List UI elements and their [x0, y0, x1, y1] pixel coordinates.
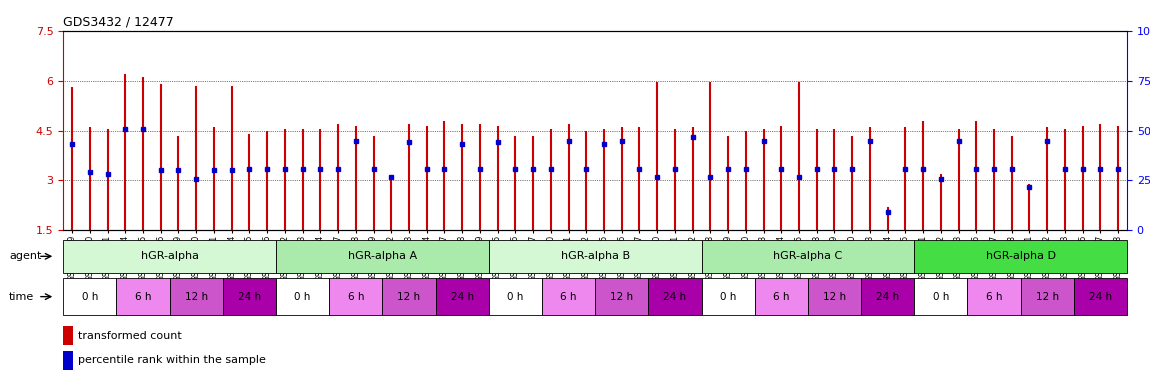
Text: hGR-alpha: hGR-alpha: [140, 251, 199, 262]
Bar: [967, 278, 1021, 315]
Text: 6 h: 6 h: [135, 291, 152, 302]
Text: 0 h: 0 h: [720, 291, 736, 302]
Bar: [63, 240, 276, 273]
Bar: [63, 351, 74, 370]
Bar: [489, 278, 542, 315]
Text: percentile rank within the sample: percentile rank within the sample: [78, 356, 266, 366]
Bar: [861, 278, 914, 315]
Text: 24 h: 24 h: [664, 291, 687, 302]
Text: 12 h: 12 h: [1036, 291, 1059, 302]
Bar: [276, 278, 329, 315]
Bar: [63, 278, 116, 315]
Bar: [596, 278, 649, 315]
Bar: [170, 278, 223, 315]
Bar: [63, 326, 74, 345]
Text: 24 h: 24 h: [238, 291, 261, 302]
Bar: [489, 240, 702, 273]
Text: hGR-alpha A: hGR-alpha A: [347, 251, 417, 262]
Text: agent: agent: [9, 251, 41, 262]
Text: 24 h: 24 h: [451, 291, 474, 302]
Text: 12 h: 12 h: [823, 291, 846, 302]
Bar: [649, 278, 702, 315]
Text: 6 h: 6 h: [773, 291, 790, 302]
Bar: [223, 278, 276, 315]
Text: 0 h: 0 h: [294, 291, 311, 302]
Bar: [914, 278, 967, 315]
Text: GDS3432 / 12477: GDS3432 / 12477: [63, 15, 174, 28]
Bar: [1074, 278, 1127, 315]
Text: 6 h: 6 h: [560, 291, 577, 302]
Text: 24 h: 24 h: [1089, 291, 1112, 302]
Bar: [542, 278, 596, 315]
Bar: [914, 240, 1127, 273]
Text: 12 h: 12 h: [398, 291, 421, 302]
Text: hGR-alpha D: hGR-alpha D: [986, 251, 1056, 262]
Bar: [702, 278, 754, 315]
Bar: [1021, 278, 1074, 315]
Text: hGR-alpha C: hGR-alpha C: [773, 251, 843, 262]
Text: time: time: [9, 291, 34, 302]
Bar: [754, 278, 807, 315]
Bar: [116, 278, 170, 315]
Text: transformed count: transformed count: [78, 331, 182, 341]
Bar: [436, 278, 489, 315]
Text: 12 h: 12 h: [611, 291, 634, 302]
Bar: [276, 240, 489, 273]
Bar: [382, 278, 436, 315]
Text: 6 h: 6 h: [347, 291, 365, 302]
Bar: [702, 240, 914, 273]
Text: 0 h: 0 h: [933, 291, 949, 302]
Text: hGR-alpha B: hGR-alpha B: [560, 251, 630, 262]
Text: 24 h: 24 h: [876, 291, 899, 302]
Text: 12 h: 12 h: [185, 291, 208, 302]
Text: 6 h: 6 h: [986, 291, 1003, 302]
Text: 0 h: 0 h: [507, 291, 523, 302]
Bar: [329, 278, 382, 315]
Text: 0 h: 0 h: [82, 291, 98, 302]
Bar: [807, 278, 861, 315]
